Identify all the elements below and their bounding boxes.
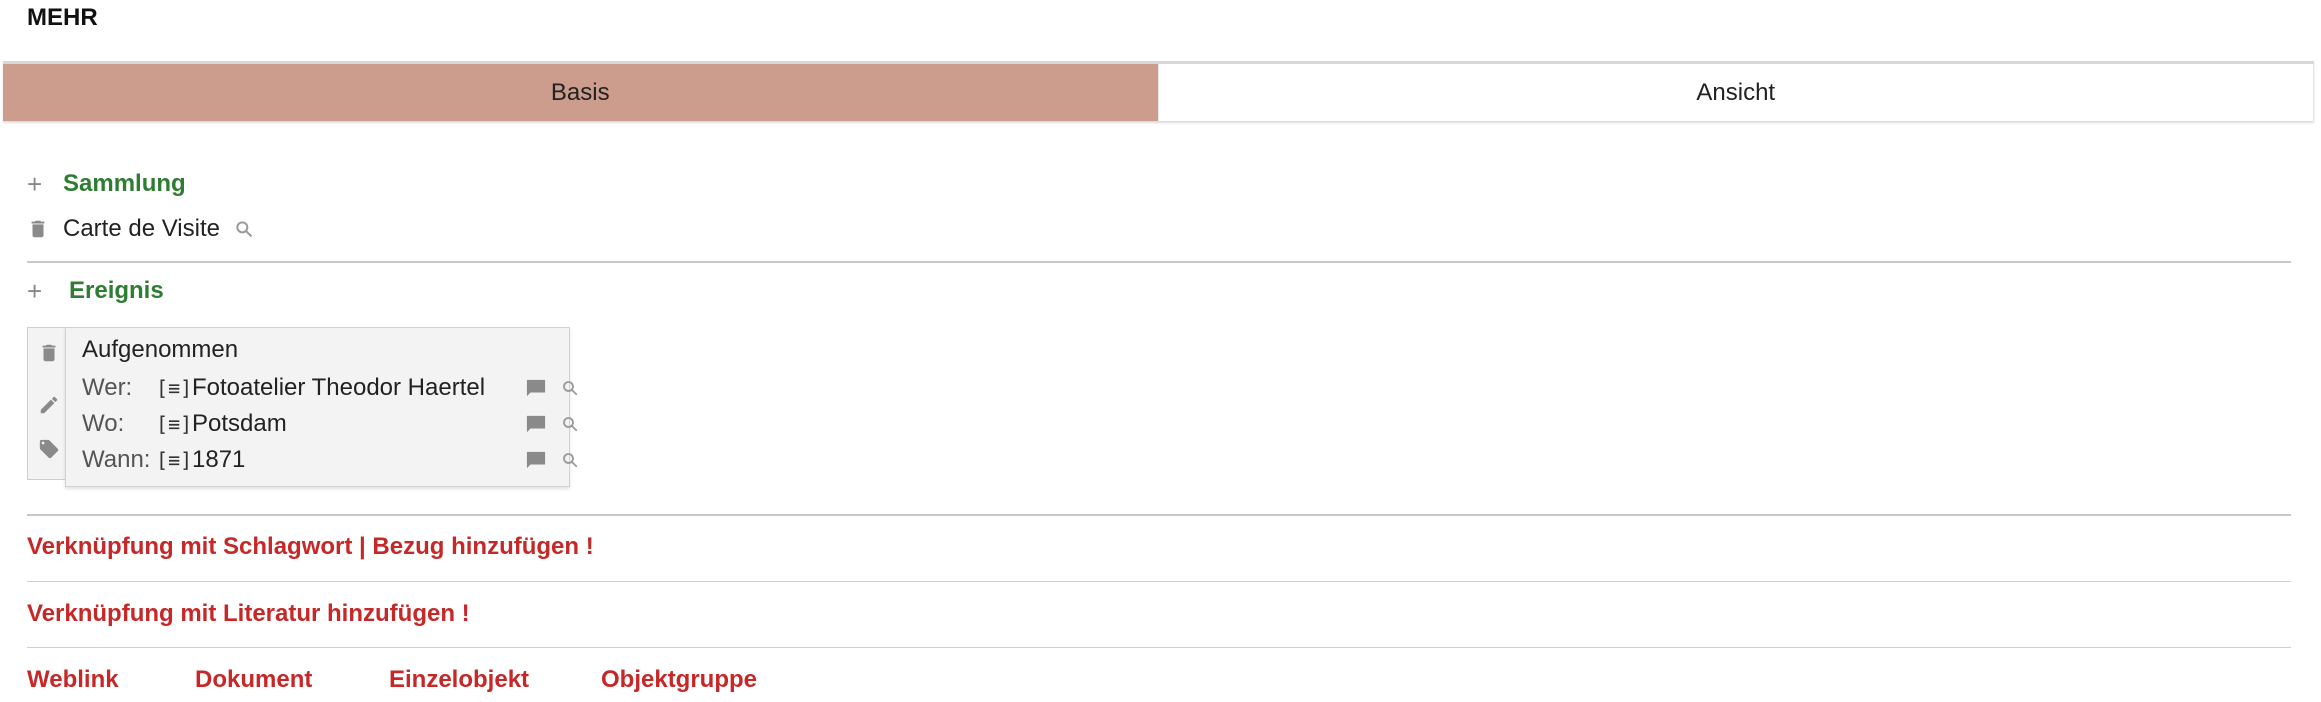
divider [27, 261, 2291, 263]
tag-icon[interactable] [38, 438, 60, 460]
comment-icon[interactable] [525, 378, 547, 398]
row-value[interactable]: Fotoatelier Theodor Haertel [192, 374, 486, 401]
collection-label: Carte de Visite [63, 215, 220, 242]
row-value[interactable]: 1871 [192, 446, 246, 473]
row-label: Wann: [82, 446, 151, 473]
document-link[interactable]: Dokument [195, 666, 313, 693]
event-row-wann: Wann: [≡] 1871 [82, 446, 245, 474]
trash-icon[interactable] [27, 218, 49, 240]
comment-icon[interactable] [525, 414, 547, 434]
list-icon[interactable]: [≡] [156, 376, 193, 400]
row-value[interactable]: Potsdam [192, 410, 287, 437]
event-card: Aufgenommen Wer: [≡] Fotoatelier Theodor… [27, 327, 578, 487]
list-item: Carte de Visite [27, 215, 254, 243]
plus-icon[interactable]: + [27, 276, 43, 306]
add-literature-link[interactable]: Verknüpfung mit Literatur hinzufügen ! [27, 600, 470, 627]
event-title: Aufgenommen [82, 336, 239, 363]
search-icon[interactable] [234, 219, 254, 239]
ereignis-header: + Ereignis [27, 277, 164, 305]
sammlung-header: + Sammlung [27, 170, 186, 198]
add-keyword-link[interactable]: Verknüpfung mit Schlagwort | Bezug hinzu… [27, 533, 594, 560]
tab-ansicht[interactable]: Ansicht [1158, 64, 2314, 121]
ereignis-title[interactable]: Ereignis [69, 277, 164, 304]
plus-icon[interactable]: + [27, 169, 43, 199]
comment-icon[interactable] [525, 450, 547, 470]
list-icon[interactable]: [≡] [156, 448, 193, 472]
list-icon[interactable]: [≡] [156, 412, 193, 436]
event-details [65, 327, 570, 487]
row-actions [525, 378, 579, 398]
divider [27, 647, 2291, 648]
row-actions [525, 450, 579, 470]
divider [27, 514, 2291, 516]
search-icon[interactable] [561, 415, 579, 433]
single-object-link[interactable]: Einzelobjekt [389, 666, 530, 693]
trash-icon[interactable] [38, 342, 60, 364]
object-group-link[interactable]: Objektgruppe [601, 666, 758, 693]
row-label: Wer: [82, 374, 133, 401]
tab-bar: Basis Ansicht [3, 61, 2314, 121]
event-row-wo: Wo: [≡] Potsdam [82, 410, 287, 438]
event-row-wer: Wer: [≡] Fotoatelier Theodor Haertel [82, 374, 485, 402]
row-label: Wo: [82, 410, 125, 437]
sammlung-title[interactable]: Sammlung [63, 170, 186, 197]
page-title: MEHR [27, 4, 98, 31]
search-icon[interactable] [561, 379, 579, 397]
search-icon[interactable] [561, 451, 579, 469]
divider [27, 581, 2291, 582]
tab-basis[interactable]: Basis [3, 64, 1159, 121]
weblink-link[interactable]: Weblink [27, 666, 119, 693]
edit-icon[interactable] [38, 394, 60, 416]
row-actions [525, 414, 579, 434]
